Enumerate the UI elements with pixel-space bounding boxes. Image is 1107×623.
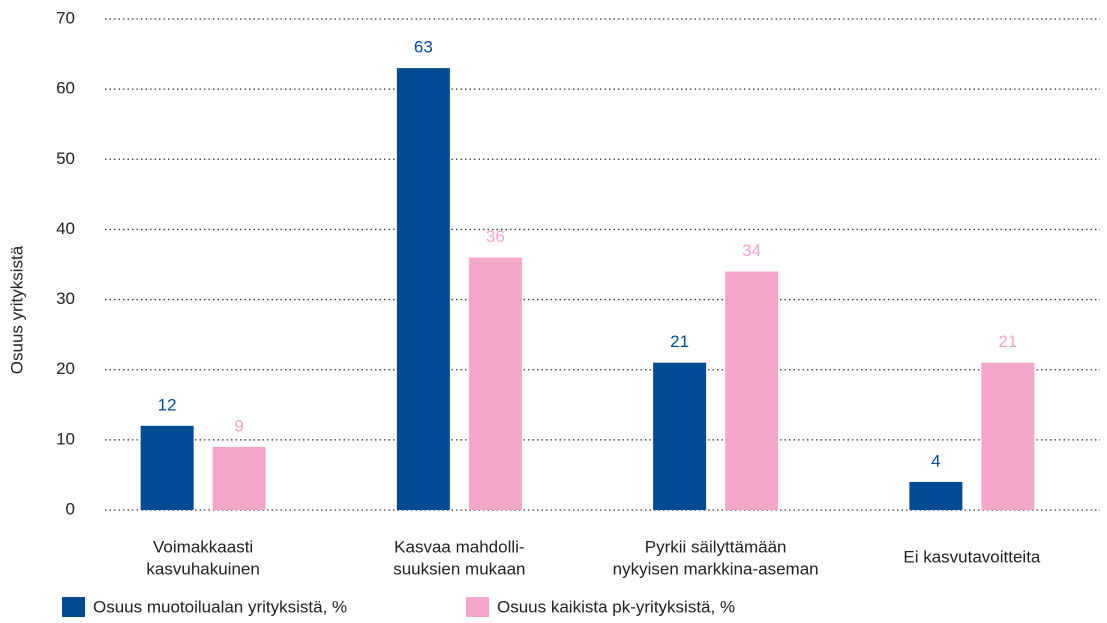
legend-swatch bbox=[466, 597, 489, 617]
y-tick-label: 30 bbox=[56, 289, 75, 308]
x-tick-label: kasvuhakuinen bbox=[146, 559, 259, 578]
data-label: 34 bbox=[742, 241, 761, 260]
y-tick-label: 40 bbox=[56, 219, 75, 238]
bar bbox=[725, 271, 779, 510]
data-label: 4 bbox=[931, 451, 940, 470]
x-tick-label: Voimakkaasti bbox=[153, 537, 253, 556]
y-tick-label: 0 bbox=[66, 499, 75, 518]
data-label: 21 bbox=[998, 332, 1017, 351]
y-tick-label: 50 bbox=[56, 149, 75, 168]
y-axis-label: Osuus yrityksistä bbox=[7, 245, 26, 374]
legend-swatch bbox=[62, 597, 85, 617]
bar bbox=[468, 257, 522, 510]
bar bbox=[981, 362, 1035, 510]
data-label: 21 bbox=[670, 332, 689, 351]
bar bbox=[653, 362, 707, 510]
x-tick-label: Ei kasvutavoitteita bbox=[903, 547, 1041, 566]
data-label: 36 bbox=[486, 227, 505, 246]
data-label: 63 bbox=[414, 38, 433, 57]
y-tick-label: 10 bbox=[56, 429, 75, 448]
x-tick-label: Pyrkii säilyttämään bbox=[645, 537, 787, 556]
legend-label: Osuus kaikista pk-yrityksistä, % bbox=[497, 597, 735, 616]
x-tick-label: nykyisen markkina-aseman bbox=[613, 559, 819, 578]
bar bbox=[396, 68, 450, 510]
data-label: 12 bbox=[158, 395, 177, 414]
y-tick-label: 60 bbox=[56, 79, 75, 98]
y-tick-label: 20 bbox=[56, 359, 75, 378]
bar bbox=[212, 446, 266, 510]
bar bbox=[140, 425, 194, 510]
y-tick-label: 70 bbox=[56, 8, 75, 27]
bar bbox=[909, 481, 963, 510]
legend-label: Osuus muotoilualan yrityksistä, % bbox=[93, 597, 347, 616]
x-tick-label: suuksien mukaan bbox=[393, 559, 525, 578]
data-label: 9 bbox=[234, 416, 243, 435]
x-tick-label: Kasvaa mahdolli- bbox=[394, 537, 524, 556]
